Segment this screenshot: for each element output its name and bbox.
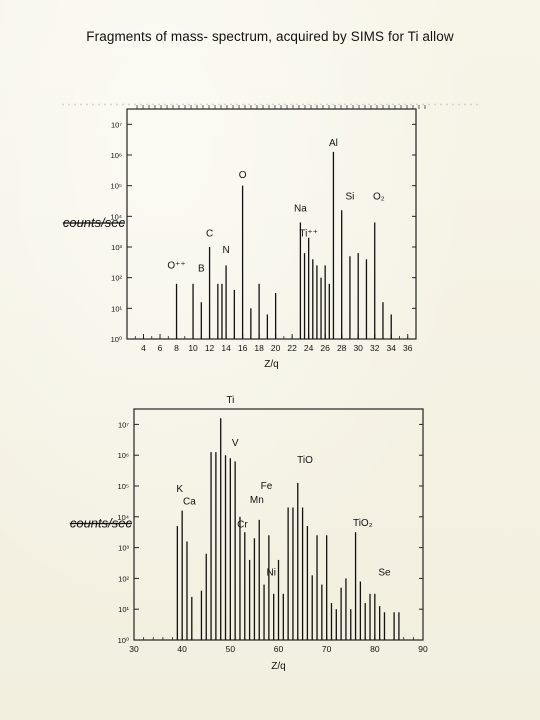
x-tick-label: 36 <box>403 343 413 353</box>
y-tick-label: 10⁰ <box>118 636 129 645</box>
y-tick-label: 10³ <box>118 544 129 553</box>
x-tick-label: 40 <box>177 644 187 654</box>
peak-label: C <box>206 228 213 239</box>
y-tick-label: 10⁷ <box>111 120 122 129</box>
x-tick-label: 16 <box>238 343 248 353</box>
peak-label: Ti⁺⁺ <box>299 228 318 239</box>
x-tick-label: 26 <box>320 343 330 353</box>
x-tick-label: 14 <box>221 343 231 353</box>
peak-label: Mn <box>250 495 264 506</box>
peak-label: V <box>232 438 239 449</box>
slide-title: Fragments of mass- spectrum, acquired by… <box>86 29 454 44</box>
x-tick-label: 20 <box>271 343 281 353</box>
peak-label: K <box>176 484 183 495</box>
x-tick-label: 28 <box>337 343 347 353</box>
peak-label: Fe <box>261 481 273 492</box>
peak-label: Si <box>345 191 354 202</box>
y-axis-label: counts/sec <box>70 516 133 531</box>
peak-label: B <box>198 264 205 275</box>
y-tick-label: 10² <box>111 274 122 283</box>
x-axis-label: Z/q <box>271 661 285 672</box>
y-tick-label: 10³ <box>111 243 122 252</box>
y-tick-label: 10⁰ <box>111 335 122 344</box>
peak-label: O⁺⁺ <box>167 260 185 271</box>
peak-label: TiO₂ <box>353 518 373 529</box>
x-tick-label: 60 <box>274 644 284 654</box>
y-tick-label: 10⁴ <box>117 513 129 522</box>
x-tick-label: 6 <box>158 343 163 353</box>
peak-label: Ca <box>183 496 196 507</box>
x-tick-label: 22 <box>287 343 297 353</box>
x-tick-label: 4 <box>141 343 146 353</box>
peak-label: Se <box>378 567 391 578</box>
y-tick-label: 10¹ <box>118 605 129 614</box>
peak-label: Ti <box>226 395 234 406</box>
peak-label: Na <box>294 204 307 215</box>
y-tick-label: 10⁶ <box>111 151 122 160</box>
x-tick-label: 50 <box>226 644 236 654</box>
x-tick-label: 8 <box>174 343 179 353</box>
y-tick-label: 10⁵ <box>111 182 122 191</box>
x-tick-label: 80 <box>370 644 380 654</box>
x-tick-label: 90 <box>418 644 428 654</box>
y-tick-label: 10⁷ <box>118 420 129 429</box>
x-tick-label: 34 <box>386 343 396 353</box>
y-tick-label: 10⁴ <box>110 212 122 221</box>
y-tick-label: 10⁶ <box>118 451 129 460</box>
x-tick-label: 12 <box>205 343 215 353</box>
peak-label: N <box>222 245 229 256</box>
y-axis-label: counts/sec <box>63 215 126 230</box>
peak-label: TiO <box>297 455 313 466</box>
peak-label: O <box>239 170 247 181</box>
x-tick-label: 70 <box>322 644 332 654</box>
peak-label: Al <box>329 138 338 149</box>
y-tick-label: 10² <box>118 574 129 583</box>
x-tick-label: 32 <box>370 343 380 353</box>
x-tick-label: 18 <box>254 343 264 353</box>
x-axis-label: Z/q <box>264 359 278 370</box>
plot-frame <box>126 108 417 340</box>
x-tick-label: 24 <box>304 343 314 353</box>
x-tick-label: 10 <box>188 343 198 353</box>
peak-label: O₂ <box>373 191 385 202</box>
x-tick-label: 30 <box>129 644 139 654</box>
peak-label: Ni <box>267 567 276 578</box>
y-tick-label: 10⁵ <box>118 482 129 491</box>
decorative-dot-row <box>60 103 480 106</box>
y-tick-label: 10¹ <box>111 304 122 313</box>
x-tick-label: 30 <box>353 343 363 353</box>
peak-label: Cr <box>237 520 248 531</box>
